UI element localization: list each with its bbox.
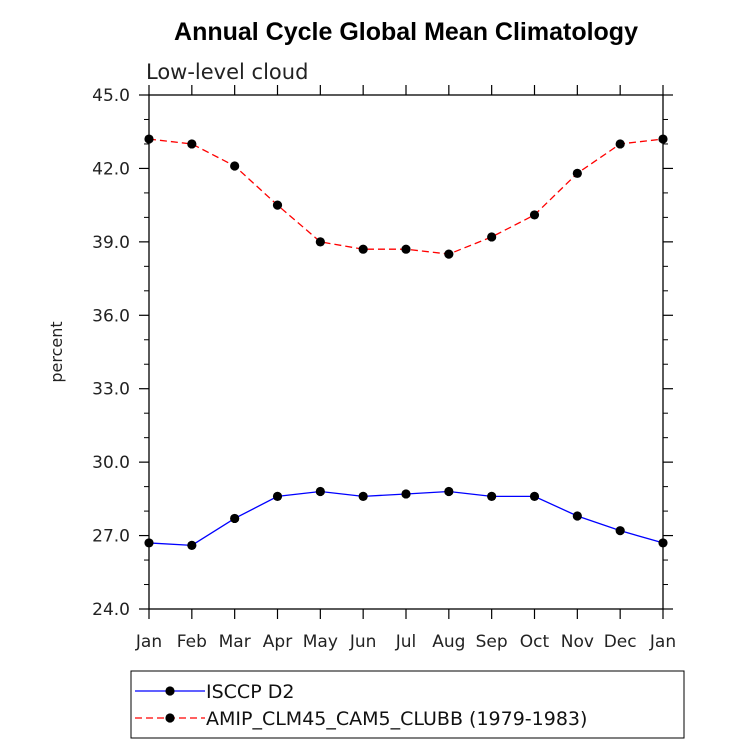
data-point (572, 168, 582, 178)
data-point (230, 161, 240, 171)
series-line-0 (148, 490, 664, 547)
y-tick-label: 36.0 (92, 306, 130, 326)
y-tick-label: 24.0 (92, 600, 130, 620)
x-tick-label: Dec (604, 632, 637, 652)
data-point (487, 232, 497, 242)
x-tick-label: Oct (520, 632, 550, 652)
data-point (444, 249, 454, 259)
data-point (529, 210, 540, 220)
x-tick-label: Aug (432, 632, 465, 652)
y-tick-label: 27.0 (92, 527, 130, 547)
data-point (572, 511, 582, 521)
legend-label: AMIP_CLM45_CAM5_CLUBB (1979-1983) (206, 708, 587, 730)
data-point (401, 489, 411, 499)
data-point (358, 244, 368, 254)
axis-ticks (139, 85, 673, 619)
x-tick-label: Apr (263, 632, 292, 652)
y-tick-label: 45.0 (92, 86, 130, 106)
series-line-1 (148, 138, 664, 255)
data-point (487, 491, 497, 502)
data-point (230, 513, 240, 524)
x-tick-label: Jul (395, 632, 417, 652)
y-tick-labels: 24.0 27.0 30.0 33.0 36.0 39.0 42.0 45.0 (92, 86, 130, 620)
y-tick-label: 30.0 (92, 453, 130, 473)
data-point (272, 200, 283, 210)
legend: ISCCP D2 AMIP_CLM45_CAM5_CLUBB (1979-1983… (135, 681, 587, 730)
plot-frame (148, 94, 664, 610)
y-axis-label: percent (47, 321, 66, 382)
x-tick-label: Jan (649, 632, 676, 652)
x-tick-label: Nov (561, 632, 594, 652)
data-point (315, 486, 325, 497)
x-tick-labels: Jan Feb Mar Apr May Jun Jul Aug Sep Oct Nov Dec Jan (135, 632, 676, 652)
data-point (615, 526, 625, 536)
x-tick-label: May (303, 632, 338, 652)
data-point (358, 491, 368, 502)
legend-marker (165, 713, 175, 723)
data-point (144, 134, 154, 144)
x-tick-label: Mar (219, 632, 251, 652)
y-tick-label: 33.0 (92, 380, 130, 400)
data-point (658, 134, 668, 144)
legend-box (130, 670, 685, 739)
series-group (144, 134, 668, 550)
data-point (658, 538, 668, 548)
x-tick-label: Jan (135, 632, 162, 652)
data-point (187, 139, 197, 149)
data-point (615, 139, 625, 149)
data-point (315, 237, 325, 247)
data-point (401, 244, 411, 254)
data-point (444, 486, 454, 497)
data-point (272, 491, 283, 502)
data-point (187, 540, 197, 550)
legend-label: ISCCP D2 (206, 681, 294, 703)
x-tick-label: Sep (476, 632, 508, 652)
x-tick-label: Jun (349, 632, 377, 652)
chart-title: Annual Cycle Global Mean Climatology (174, 18, 638, 46)
x-tick-label: Feb (177, 632, 207, 652)
data-point (144, 538, 154, 548)
data-point (529, 491, 540, 502)
y-tick-label: 42.0 (92, 159, 130, 179)
legend-marker (165, 686, 175, 696)
chart-subtitle: Low-level cloud (146, 60, 308, 84)
y-tick-label: 39.0 (92, 233, 130, 253)
